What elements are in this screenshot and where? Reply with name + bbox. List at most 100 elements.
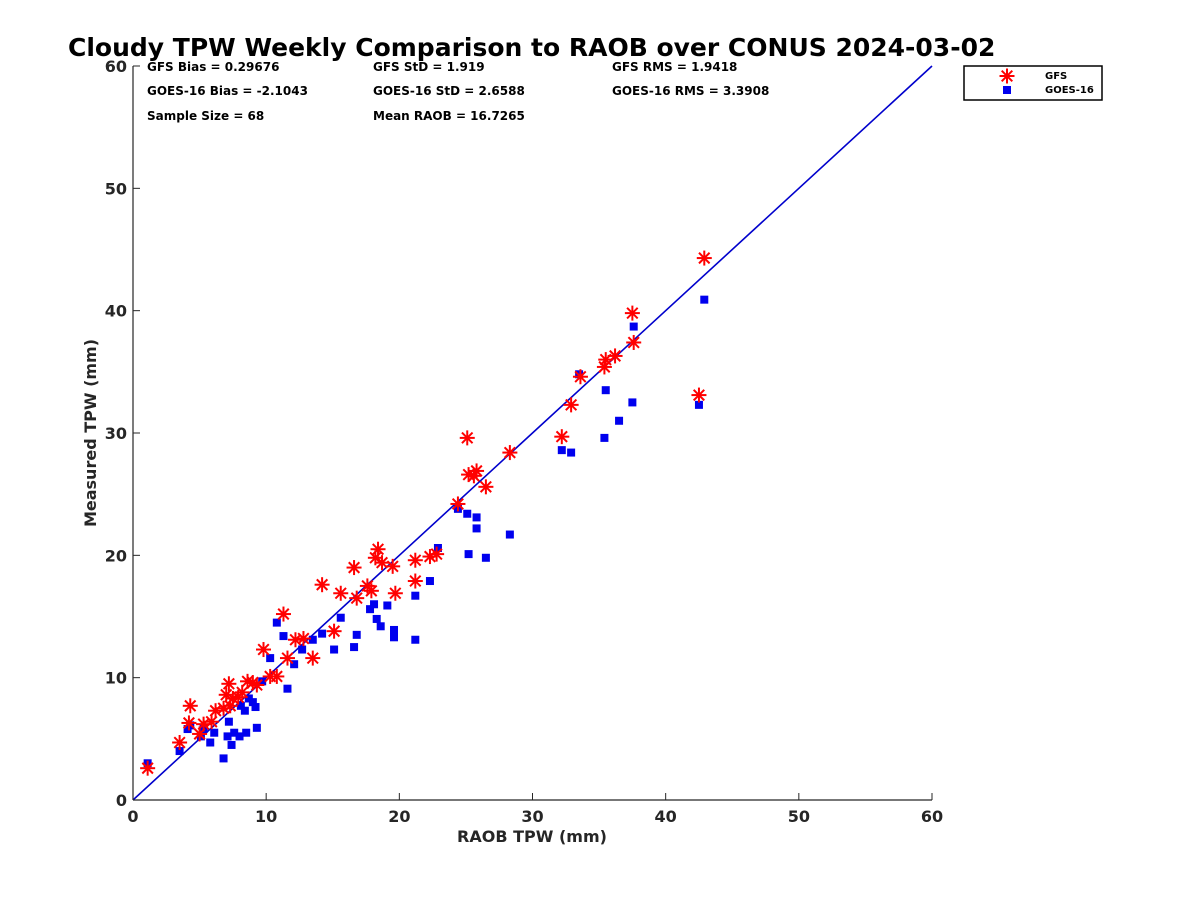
goes16-point [463, 509, 472, 518]
gfs-point [234, 684, 250, 700]
stat-goes-std: GOES-16 StD = 2.6588 [373, 84, 525, 98]
x-tick-label: 60 [921, 807, 943, 826]
goes16-point [472, 524, 481, 533]
gfs-point [607, 348, 623, 364]
gfs-point [387, 585, 403, 601]
gfs-point [563, 397, 579, 413]
legend-label-gfs: GFS [1045, 71, 1067, 82]
goes16-point [224, 717, 233, 726]
goes16-point [390, 633, 399, 642]
y-axis-label: Measured TPW (mm) [81, 339, 100, 527]
stat-goes-rms: GOES-16 RMS = 3.3908 [612, 84, 769, 98]
legend-asterisk-marker [999, 68, 1015, 84]
gfs-point [346, 560, 362, 576]
gfs-point [326, 623, 342, 639]
gfs-point [275, 606, 291, 622]
y-tick-label: 30 [105, 424, 127, 443]
x-tick-label: 0 [127, 807, 138, 826]
goes16-point [290, 660, 299, 669]
legend-box [963, 65, 1103, 101]
gfs-point [279, 650, 295, 666]
goes16-point [206, 738, 215, 747]
x-tick-label: 40 [655, 807, 677, 826]
x-tick-label: 20 [388, 807, 410, 826]
gfs-point [140, 760, 156, 776]
goes16-point [350, 643, 359, 652]
gfs-point [172, 735, 188, 751]
gfs-point [450, 496, 466, 512]
gfs-point [305, 650, 321, 666]
gfs-point [349, 590, 365, 606]
goes16-point [230, 728, 239, 737]
goes16-point [390, 625, 399, 634]
goes16-point [601, 386, 610, 395]
gfs-point [691, 387, 707, 403]
goes16-point [376, 622, 385, 631]
goes16-point [272, 618, 281, 627]
gfs-point [554, 429, 570, 445]
goes16-point [629, 322, 638, 331]
goes16-point [372, 614, 381, 623]
gfs-point [572, 369, 588, 385]
gfs-point [370, 541, 386, 557]
goes16-point [615, 416, 624, 425]
gfs-point [696, 250, 712, 266]
chart-title: Cloudy TPW Weekly Comparison to RAOB ove… [68, 33, 995, 62]
x-tick-label: 50 [788, 807, 810, 826]
goes16-point [283, 684, 292, 693]
goes16-point [411, 635, 420, 644]
goes16-point [433, 543, 442, 552]
gfs-point [314, 577, 330, 593]
gfs-point [624, 305, 640, 321]
stat-gfs-rms: GFS RMS = 1.9418 [612, 60, 737, 74]
goes16-point [318, 629, 327, 638]
x-tick-label: 30 [521, 807, 543, 826]
y-tick-label: 10 [105, 669, 127, 688]
gfs-point [385, 558, 401, 574]
gfs-point [269, 668, 285, 684]
legend-marker-goes16 [1003, 86, 1011, 94]
goes16-point [464, 550, 473, 559]
goes16-point [352, 630, 361, 639]
goes16-point [370, 600, 379, 609]
legend-marker-gfs [999, 68, 1015, 84]
goes16-point [694, 400, 703, 409]
plot-area [132, 65, 933, 801]
goes16-point [366, 605, 375, 614]
gfs-point [181, 715, 197, 731]
goes16-point [175, 747, 184, 756]
gfs-point [407, 573, 423, 589]
stat-goes-bias: GOES-16 Bias = -2.1043 [147, 84, 308, 98]
goes16-point [227, 740, 236, 749]
gfs-point [429, 546, 445, 562]
goes16-point [557, 446, 566, 455]
goes16-point [481, 553, 490, 562]
y-tick-label: 60 [105, 57, 127, 76]
axis-ticks: 0 10 20 30 40 50 60 0 10 20 30 40 50 60 [105, 57, 943, 826]
y-tick-label: 40 [105, 302, 127, 321]
goes16-point [235, 732, 244, 741]
stat-sample-size: Sample Size = 68 [147, 109, 264, 123]
goes16-point [308, 635, 317, 644]
goes16-point [240, 706, 249, 715]
gfs-point [182, 698, 198, 714]
y-tick-label: 20 [105, 546, 127, 565]
gfs-point [208, 703, 224, 719]
goes16-point [700, 295, 709, 304]
legend: GFS GOES-16 [963, 65, 1103, 101]
gfs-point [626, 334, 642, 350]
goes16-point [383, 601, 392, 610]
legend-square-marker [1003, 86, 1011, 94]
goes16-point [411, 591, 420, 600]
gfs-point [469, 463, 485, 479]
gfs-point [295, 631, 311, 647]
goes16-point [298, 645, 307, 654]
gfs-point [478, 479, 494, 495]
goes16-point [258, 677, 267, 686]
gfs-point [333, 585, 349, 601]
legend-label-goes16: GOES-16 [1045, 85, 1094, 96]
goes16-point [425, 577, 434, 586]
goes16-point [279, 632, 288, 641]
gfs-point [363, 583, 379, 599]
